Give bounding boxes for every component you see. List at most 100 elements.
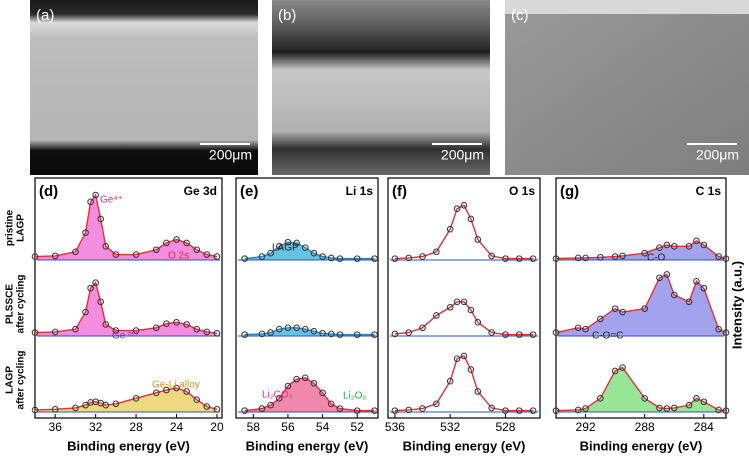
data-point (685, 298, 693, 306)
data-point (685, 401, 693, 409)
data-point (183, 388, 190, 395)
data-point (284, 238, 292, 246)
data-point (715, 253, 722, 260)
row-label: LAGP (16, 214, 27, 242)
data-point (474, 319, 482, 326)
data-point (353, 255, 361, 262)
data-point (656, 244, 663, 251)
data-point (582, 254, 589, 262)
data-point (31, 329, 39, 336)
data-point (310, 249, 318, 257)
data-point (552, 329, 560, 336)
data-point (619, 252, 626, 260)
peak-area (244, 327, 375, 336)
data-point (353, 407, 361, 414)
data-point (488, 329, 495, 336)
annotation: Ge⁴⁺ (100, 195, 123, 206)
x-tick-label: 24 (170, 420, 184, 434)
panel-frame (34, 177, 223, 419)
data-point (310, 379, 318, 387)
data-point (97, 215, 105, 223)
data-point (327, 254, 335, 262)
data-point (597, 253, 604, 261)
data-point (611, 305, 619, 312)
data-point (722, 407, 730, 414)
data-point (597, 395, 604, 402)
data-point (258, 253, 266, 260)
peak-area (556, 367, 726, 412)
x-tick-label: 532 (440, 420, 460, 434)
x-axis-label: Binding energy (eV) (403, 438, 526, 453)
data-point (453, 355, 461, 362)
data-point (203, 251, 211, 258)
data-point (193, 325, 201, 333)
annotation: C-O=C (592, 331, 623, 342)
peak-area (35, 282, 217, 336)
data-point (183, 321, 190, 328)
data-point (502, 255, 509, 262)
data-point (693, 237, 700, 245)
data-point (258, 330, 266, 338)
x-tick-label: 36 (49, 420, 63, 434)
data-point (336, 331, 344, 338)
data-point (446, 225, 454, 233)
data-point (327, 330, 335, 338)
panel-frame (235, 177, 379, 419)
data-point (502, 331, 509, 338)
data-point (670, 243, 678, 250)
data-point (82, 308, 89, 316)
data-point (670, 291, 678, 299)
panel-frame (387, 177, 541, 419)
data-point (488, 404, 495, 412)
data-point (213, 253, 221, 260)
data-point (72, 404, 79, 412)
annotation: O 2s (168, 251, 189, 262)
data-point (319, 389, 326, 397)
peak-area (35, 195, 217, 260)
data-point (488, 252, 495, 260)
panel-title: C 1s (696, 184, 722, 198)
data-point (515, 255, 523, 262)
data-point (163, 320, 170, 327)
panel-title: Li 1s (346, 184, 374, 198)
data-point (474, 236, 482, 243)
data-point (693, 277, 700, 285)
image-label: (a) (36, 7, 54, 24)
image-label: (b) (278, 7, 296, 24)
x-tick-label: 288 (635, 420, 655, 434)
data-point (72, 325, 79, 333)
data-point (467, 215, 475, 223)
data-point (405, 329, 413, 336)
data-point (293, 239, 300, 247)
data-point (163, 239, 170, 247)
data-point (112, 327, 120, 334)
data-point (132, 395, 140, 402)
panel-label: (f) (392, 183, 407, 200)
x-tick-label: 528 (495, 420, 515, 434)
data-point (405, 406, 413, 414)
scale-label: 200μm (696, 147, 739, 163)
data-point (92, 279, 99, 286)
data-point (419, 405, 426, 412)
data-point (102, 401, 110, 409)
x-tick-label: 284 (694, 420, 714, 434)
data-point (597, 315, 604, 323)
sem-image (505, 0, 749, 175)
data-point (152, 324, 160, 332)
data-point (419, 324, 426, 332)
x-tick-label: 52 (351, 420, 365, 434)
fit-line (34, 193, 218, 258)
data-point (152, 389, 160, 397)
data-point (213, 329, 221, 337)
data-point (391, 407, 399, 414)
image-label: (c) (511, 7, 529, 24)
fit-line (244, 327, 375, 336)
data-point (685, 243, 693, 250)
data-point (267, 401, 274, 409)
x-tick-label: 56 (281, 420, 295, 434)
data-point (173, 319, 180, 326)
data-point (371, 331, 378, 338)
data-point (327, 400, 335, 408)
data-point (132, 251, 140, 258)
data-point (405, 254, 413, 262)
